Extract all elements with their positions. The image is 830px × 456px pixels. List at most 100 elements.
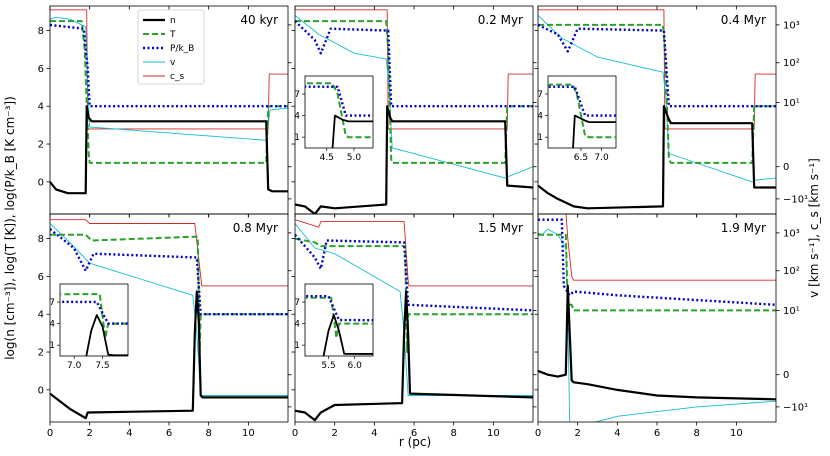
inset-x-tick-label: 4.5 bbox=[320, 153, 334, 163]
x-tick-label: 2 bbox=[331, 428, 337, 439]
series-line-c_s bbox=[295, 9, 533, 130]
legend-label: T bbox=[169, 30, 176, 40]
inset-y-tick-label: 7 bbox=[294, 90, 300, 100]
inset-line-p-k_b bbox=[60, 300, 128, 325]
y-tick-label: 8 bbox=[38, 26, 44, 37]
x-tick-label: 0 bbox=[292, 428, 298, 439]
inset-series bbox=[60, 293, 128, 356]
x-tick-label: 0 bbox=[47, 428, 53, 439]
legend-label: c_s bbox=[170, 72, 184, 82]
panel-3: 10³ 10² 10¹ 0 −10¹ 0.4 Myr 6.5 7.0 1 4 7 bbox=[534, 5, 808, 218]
inset: 6.5 7.0 1 4 7 bbox=[537, 75, 617, 163]
inset-line-n bbox=[572, 114, 616, 148]
x-tick-label: 4 bbox=[371, 428, 377, 439]
inset-frame bbox=[59, 283, 129, 357]
series-line-n bbox=[538, 284, 776, 401]
series-line-n bbox=[295, 290, 533, 422]
x-tick-label: 4 bbox=[126, 428, 132, 439]
panel-1: 0 2 4 6 8 40 kyr nT P/k_Bv c_s bbox=[38, 5, 292, 218]
series-line-t bbox=[295, 20, 533, 164]
x-tick-label: 4 bbox=[614, 428, 620, 439]
y-right-tick-label: 10¹ bbox=[783, 306, 800, 317]
series-line-p-k_b bbox=[295, 234, 533, 312]
inset-y-tick-label: 1 bbox=[294, 341, 300, 351]
x-axis-label: r (pc) bbox=[399, 435, 431, 449]
series-line-n bbox=[50, 105, 288, 195]
series-line-c_s bbox=[565, 214, 776, 281]
y-tick-label: 0 bbox=[38, 177, 44, 188]
inset-x-tick-label: 7.5 bbox=[95, 361, 109, 371]
inset-frame bbox=[304, 75, 374, 149]
y-axis-label-right: v [km s⁻¹], c_s [km s⁻¹] bbox=[807, 158, 821, 298]
inset-y-tick-label: 4 bbox=[294, 112, 300, 122]
y-tick-label: 0 bbox=[38, 385, 44, 396]
inset-line-n bbox=[85, 314, 128, 356]
y-right-tick-label: 10² bbox=[783, 58, 800, 69]
y-tick-label: 2 bbox=[38, 140, 44, 151]
x-tick-label: 10 bbox=[242, 428, 255, 439]
y-right-tick-label: −10¹ bbox=[783, 402, 808, 413]
x-tick-label: 10 bbox=[730, 428, 743, 439]
inset-x-tick-label: 5.0 bbox=[347, 153, 362, 163]
legend-box bbox=[137, 9, 205, 85]
legend-label: P/k_B bbox=[170, 44, 194, 54]
inset-y-tick-label: 7 bbox=[49, 298, 55, 308]
inset-frame bbox=[547, 75, 617, 149]
x-tick-label: 10 bbox=[487, 428, 500, 439]
y-right-tick-label: 0 bbox=[783, 370, 789, 381]
x-tick-label: 8 bbox=[693, 428, 699, 439]
inset-x-tick-label: 7.0 bbox=[594, 153, 609, 163]
panel-2: 0.2 Myr 4.5 5.0 1 4 7 bbox=[291, 5, 537, 218]
inset: 7.0 7.5 1 4 7 bbox=[49, 283, 129, 371]
legend-label: n bbox=[170, 16, 176, 26]
panel-title: 0.8 Myr bbox=[233, 221, 278, 235]
series-line-c_s bbox=[538, 9, 776, 130]
y-tick-label: 4 bbox=[38, 102, 44, 113]
inset-line-t bbox=[548, 83, 616, 139]
legend: nT P/k_Bv c_s bbox=[137, 9, 205, 85]
inset-x-tick-label: 5.5 bbox=[321, 361, 335, 371]
x-tick-label: 2 bbox=[86, 428, 92, 439]
inset: 4.5 5.0 1 4 7 bbox=[294, 75, 374, 163]
series-group bbox=[295, 9, 533, 214]
y-right-tick-label: 10³ bbox=[783, 228, 800, 239]
inset-y-tick-label: 4 bbox=[49, 320, 55, 330]
series-line-v bbox=[50, 16, 288, 141]
panel-title: 40 kyr bbox=[240, 13, 278, 27]
x-tick-label: 8 bbox=[450, 428, 456, 439]
series-line-c_s bbox=[295, 219, 533, 287]
inset-y-tick-label: 4 bbox=[294, 320, 300, 330]
panel-frame bbox=[537, 213, 777, 423]
panel-title: 1.9 Myr bbox=[721, 221, 766, 235]
series-line-n bbox=[295, 105, 533, 214]
series-line-c_s bbox=[50, 219, 288, 287]
series-group bbox=[538, 9, 776, 210]
inset-line-n bbox=[331, 114, 373, 148]
inset-line-n bbox=[322, 314, 373, 356]
y-right-tick-label: 10³ bbox=[783, 20, 800, 31]
x-tick-label: 8 bbox=[205, 428, 211, 439]
inset-series bbox=[305, 82, 373, 148]
inset-line-t bbox=[60, 293, 128, 339]
x-tick-label: 6 bbox=[166, 428, 172, 439]
series-group bbox=[295, 219, 533, 422]
x-tick-label: 6 bbox=[411, 428, 417, 439]
legend-label: v bbox=[170, 58, 176, 68]
x-tick-label: 0 bbox=[535, 428, 541, 439]
y-axis-label-left: log(n [cm⁻³]), log(T [K]), log(P/k_B [K … bbox=[3, 96, 17, 360]
panel-6: 0 2 4 6 8 10 10³ 10² 10¹ 0 −10¹ 1.9 Myr bbox=[534, 213, 808, 439]
series-group bbox=[50, 219, 288, 420]
series-line-c_s bbox=[50, 9, 288, 130]
y-right-tick-label: 10¹ bbox=[783, 98, 800, 109]
panel-5: 0 2 4 6 8 10 1.5 Myr 5.5 6.0 1 4 7 bbox=[291, 213, 537, 439]
y-tick-label: 2 bbox=[38, 348, 44, 359]
series-line-p-k_b bbox=[538, 23, 776, 108]
inset-series bbox=[548, 83, 616, 148]
inset-y-tick-label: 7 bbox=[537, 90, 543, 100]
inset-series bbox=[305, 294, 373, 356]
y-tick-label: 8 bbox=[38, 234, 44, 245]
inset-y-tick-label: 7 bbox=[294, 298, 300, 308]
inset-x-tick-label: 7.0 bbox=[67, 361, 82, 371]
inset-x-tick-label: 6.5 bbox=[574, 153, 588, 163]
